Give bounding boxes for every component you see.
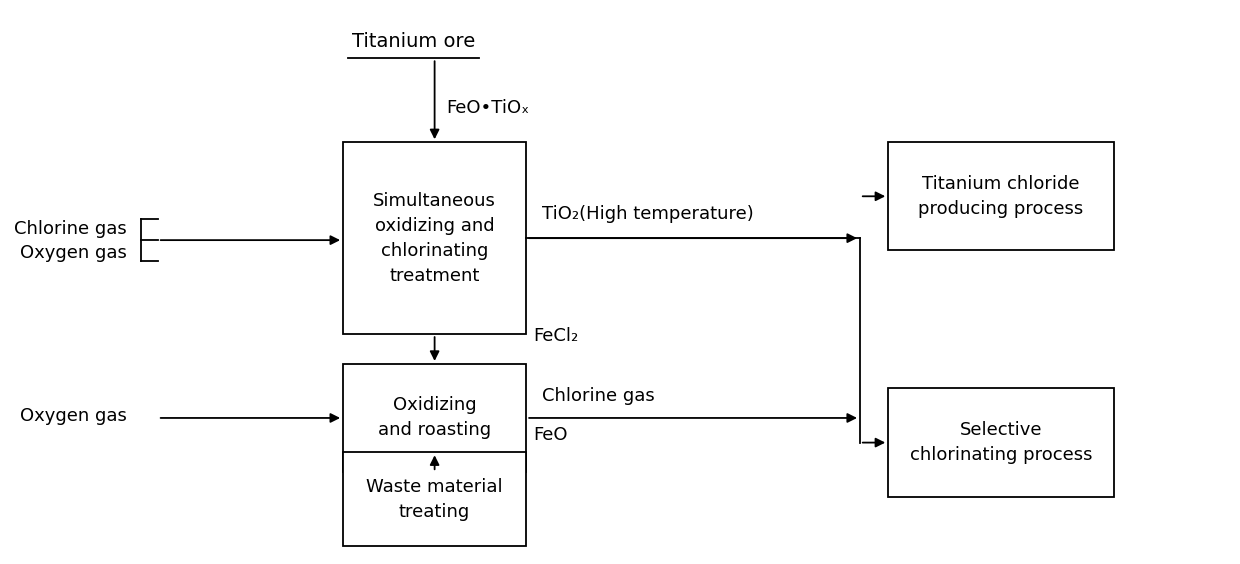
- Text: Oxidizing
and roasting: Oxidizing and roasting: [378, 396, 491, 439]
- Text: Selective
chlorinating process: Selective chlorinating process: [910, 421, 1092, 464]
- Text: Titanium chloride
producing process: Titanium chloride producing process: [919, 175, 1084, 218]
- Text: Titanium ore: Titanium ore: [352, 32, 475, 51]
- Bar: [343, 364, 526, 472]
- Text: Chlorine gas: Chlorine gas: [542, 387, 655, 406]
- Text: FeCl₂: FeCl₂: [533, 327, 578, 345]
- Text: Oxygen gas: Oxygen gas: [20, 407, 126, 425]
- Text: FeO•TiOₓ: FeO•TiOₓ: [446, 99, 529, 117]
- Text: Waste material
treating: Waste material treating: [366, 478, 503, 521]
- Bar: [888, 142, 1114, 250]
- Text: Chlorine gas: Chlorine gas: [14, 220, 126, 238]
- Bar: [343, 452, 526, 546]
- Bar: [888, 389, 1114, 497]
- Bar: [343, 142, 526, 334]
- Text: Oxygen gas: Oxygen gas: [20, 244, 126, 262]
- Text: TiO₂(High temperature): TiO₂(High temperature): [542, 205, 754, 223]
- Text: FeO: FeO: [533, 426, 568, 444]
- Text: Simultaneous
oxidizing and
chlorinating
treatment: Simultaneous oxidizing and chlorinating …: [373, 192, 496, 285]
